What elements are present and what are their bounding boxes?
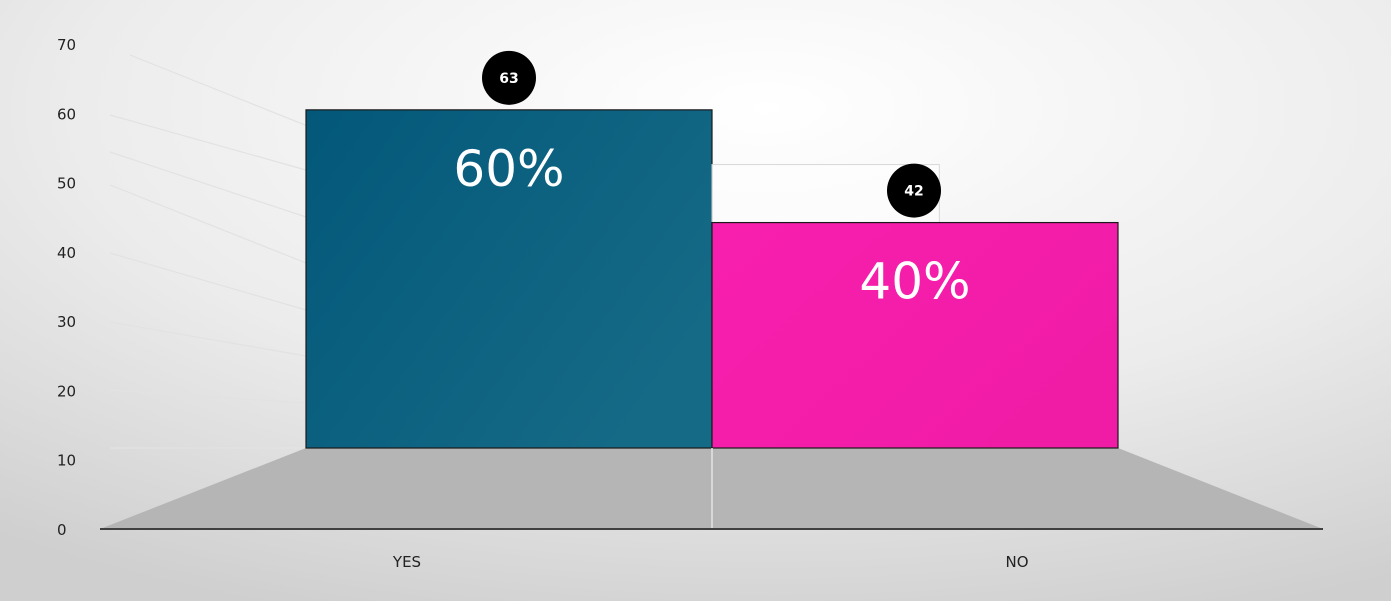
y-tick-label: 50 [57,175,76,193]
x-tick-label: NO [1005,553,1028,571]
y-tick-label: 40 [57,244,76,262]
bar-yes [305,109,713,449]
bar-no [711,221,1119,449]
data-label: 63 [499,71,518,87]
value-badge [887,163,941,218]
perspective-line [109,114,307,171]
perspective-lines [109,54,386,449]
perspective-line [109,389,307,404]
perspective-line [109,151,307,218]
perspective-line [109,184,307,264]
y-tick-label: 0 [57,521,67,539]
x-axis: YES NO [392,553,1029,571]
y-axis: 0 10 20 30 40 50 60 70 [57,36,76,539]
y-tick-label: 20 [57,382,76,400]
perspective-line [109,252,307,311]
y-tick-label: 60 [57,105,76,123]
data-label: 42 [904,184,923,200]
y-tick-label: 70 [57,36,76,54]
y-tick-label: 30 [57,313,76,331]
percent-label: 60% [453,140,564,198]
percent-label: 40% [859,253,970,311]
perspective-line [109,321,307,357]
bars: 60% 63 40% 42 [305,50,1119,529]
x-tick-label: YES [392,553,421,571]
y-tick-label: 10 [57,452,76,470]
value-badge [482,50,536,105]
